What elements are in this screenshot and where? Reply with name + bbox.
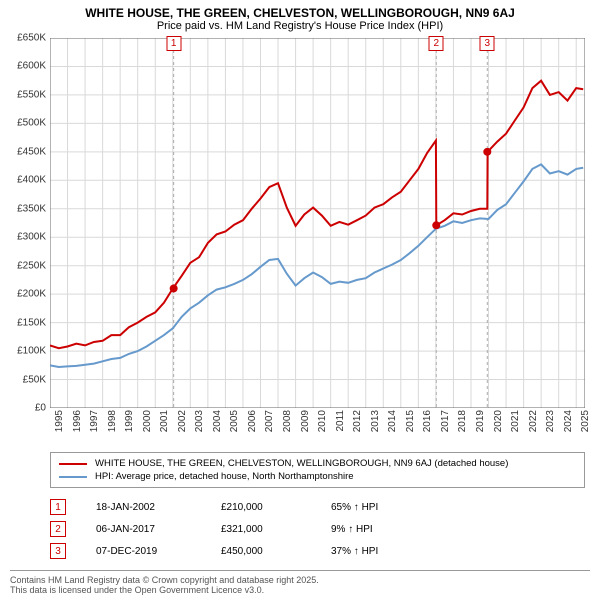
x-axis-label: 1995 [54,410,65,432]
x-axis-label: 2000 [142,410,153,432]
legend-item: WHITE HOUSE, THE GREEN, CHELVESTON, WELL… [59,457,576,470]
x-axis-label: 2009 [300,410,311,432]
annotation-price: £321,000 [221,524,301,535]
x-axis-label: 2023 [545,410,556,432]
y-axis-label: £150K [17,317,46,328]
x-axis-label: 1996 [72,410,83,432]
y-axis-label: £50K [23,374,46,385]
annotation-row: 3 07-DEC-2019 £450,000 37% ↑ HPI [50,540,585,562]
footer-line: Contains HM Land Registry data © Crown c… [10,575,590,585]
footer-line: This data is licensed under the Open Gov… [10,585,590,595]
x-axis-label: 2020 [493,410,504,432]
x-axis-label: 2005 [229,410,240,432]
annotation-price: £210,000 [221,502,301,513]
annotation-marker: 2 [50,521,66,537]
y-axis-label: £300K [17,232,46,243]
x-axis-label: 2022 [528,410,539,432]
annotation-date: 18-JAN-2002 [96,502,191,513]
y-axis-label: £400K [17,175,46,186]
x-axis-label: 2018 [457,410,468,432]
x-axis-label: 2006 [247,410,258,432]
x-axis-label: 2021 [510,410,521,432]
annotation-date: 06-JAN-2017 [96,524,191,535]
annotation-price: £450,000 [221,546,301,557]
chart-plot-area: £0£50K£100K£150K£200K£250K£300K£350K£400… [50,38,585,408]
y-axis-label: £650K [17,33,46,44]
legend-label: HPI: Average price, detached house, Nort… [95,471,354,482]
x-axis-label: 2025 [580,410,591,432]
x-axis-label: 2017 [440,410,451,432]
annotation-delta: 9% ↑ HPI [331,524,441,535]
legend-swatch [59,476,87,478]
x-axis-label: 2002 [177,410,188,432]
y-axis-label: £450K [17,146,46,157]
legend-swatch [59,463,87,465]
chart-svg [50,38,585,408]
x-axis-label: 2010 [317,410,328,432]
legend: WHITE HOUSE, THE GREEN, CHELVESTON, WELL… [50,452,585,488]
x-axis-label: 2024 [563,410,574,432]
x-axis-label: 1997 [89,410,100,432]
annotation-delta: 37% ↑ HPI [331,546,441,557]
legend-item: HPI: Average price, detached house, Nort… [59,470,576,483]
x-axis-label: 2013 [370,410,381,432]
y-axis-label: £250K [17,260,46,271]
footer: Contains HM Land Registry data © Crown c… [10,570,590,595]
annotation-row: 1 18-JAN-2002 £210,000 65% ↑ HPI [50,496,585,518]
x-axis-label: 2012 [352,410,363,432]
annotation-delta: 65% ↑ HPI [331,502,441,513]
x-axis-label: 2015 [405,410,416,432]
annotation-marker: 3 [50,543,66,559]
annotation-date: 07-DEC-2019 [96,546,191,557]
x-axis-label: 2001 [159,410,170,432]
annotation-table: 1 18-JAN-2002 £210,000 65% ↑ HPI 2 06-JAN-201… [50,496,585,562]
chart-marker-label: 3 [480,36,495,51]
y-axis-label: £0 [35,403,46,414]
y-axis-label: £350K [17,203,46,214]
chart-subtitle: Price paid vs. HM Land Registry's House … [10,20,590,32]
x-axis-label: 2019 [475,410,486,432]
y-axis-label: £500K [17,118,46,129]
chart-marker-label: 1 [166,36,181,51]
x-axis-label: 2003 [194,410,205,432]
x-axis-label: 2008 [282,410,293,432]
chart-title: WHITE HOUSE, THE GREEN, CHELVESTON, WELL… [10,6,590,20]
x-axis-label: 1998 [107,410,118,432]
annotation-row: 2 06-JAN-2017 £321,000 9% ↑ HPI [50,518,585,540]
annotation-marker: 1 [50,499,66,515]
x-axis-label: 1999 [124,410,135,432]
legend-label: WHITE HOUSE, THE GREEN, CHELVESTON, WELL… [95,458,508,469]
y-axis-label: £600K [17,61,46,72]
x-axis-label: 2004 [212,410,223,432]
y-axis-label: £200K [17,289,46,300]
y-axis-label: £100K [17,346,46,357]
x-axis-label: 2016 [422,410,433,432]
y-axis-label: £550K [17,89,46,100]
chart-marker-label: 2 [429,36,444,51]
x-axis-label: 2011 [335,410,346,432]
x-axis-label: 2014 [387,410,398,432]
x-axis-label: 2007 [264,410,275,432]
